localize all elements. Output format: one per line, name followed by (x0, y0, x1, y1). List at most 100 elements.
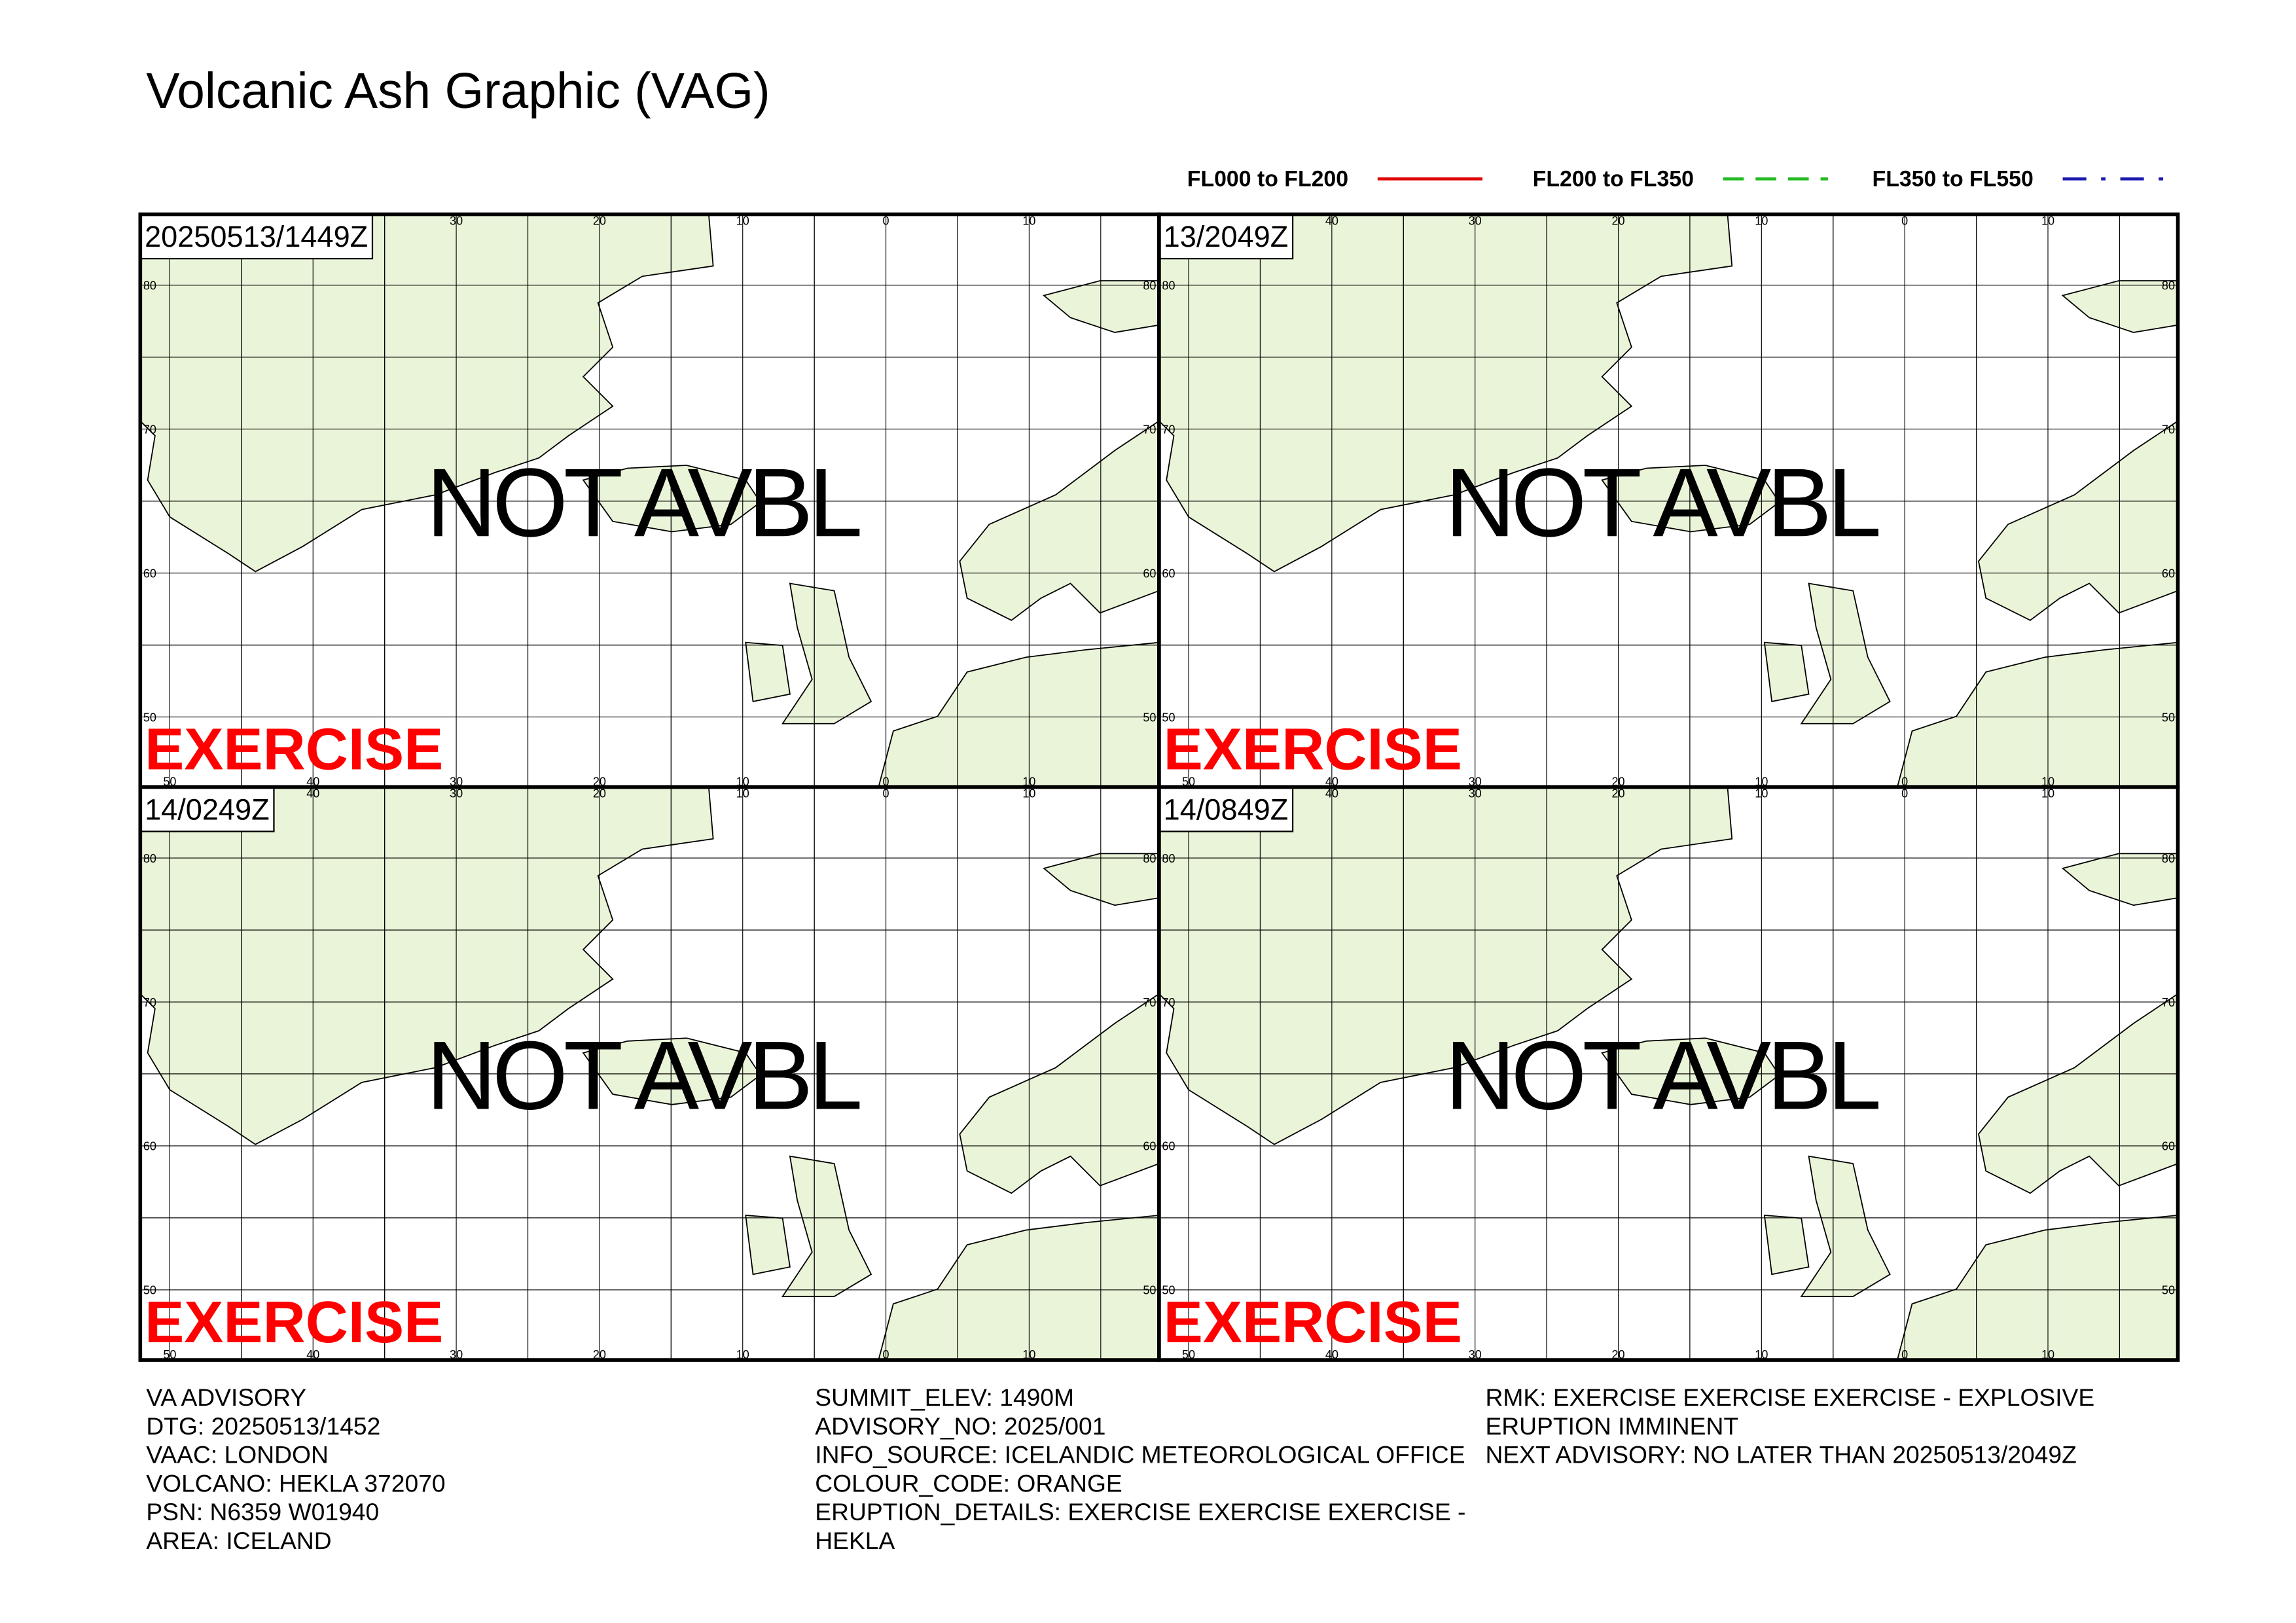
lat-label: 50 (143, 1284, 156, 1297)
lat-label: 60 (1143, 567, 1156, 580)
advisory-line: VAAC: LONDON (146, 1441, 329, 1469)
exercise-stamp: EXERCISE (145, 717, 443, 783)
lon-label: 50 (1182, 1348, 1195, 1361)
exercise-stamp: EXERCISE (145, 1289, 443, 1355)
lon-label: 30 (450, 787, 463, 800)
panel-border (1157, 785, 2180, 1362)
map-panel: 5050404030302020101000101080807070606050… (138, 212, 1161, 789)
lat-label: 70 (1143, 996, 1156, 1009)
valid-time: 14/0849Z (1164, 793, 1289, 826)
map-body (1158, 787, 2178, 1361)
lat-label: 60 (143, 1140, 156, 1153)
map-body (140, 214, 1159, 787)
lon-label: 10 (1022, 787, 1035, 800)
advisory-line: VA ADVISORY (146, 1383, 306, 1411)
map-panel: 5050404030302020101000101080807070606050… (138, 785, 1161, 1362)
lon-label: 0 (1901, 1348, 1908, 1361)
lon-label: 10 (736, 1348, 749, 1361)
lon-label: 40 (1325, 214, 1338, 227)
time-box (1158, 213, 1294, 260)
lon-label: 10 (736, 787, 749, 800)
map-panel: 5050404030302020101000101080807070606050… (1157, 212, 2180, 789)
lat-label: 80 (143, 279, 156, 293)
lon-label: 20 (1611, 214, 1624, 227)
lon-label: 50 (163, 1348, 176, 1361)
lon-label: 10 (2041, 214, 2054, 227)
lon-label: 20 (593, 214, 606, 227)
lon-label: 40 (306, 776, 319, 789)
lon-label: 10 (1022, 776, 1035, 789)
lon-label: 40 (1325, 1348, 1338, 1361)
lat-label: 70 (143, 423, 156, 436)
lon-label: 30 (1469, 1348, 1482, 1361)
lat-label: 60 (1162, 1140, 1175, 1153)
lat-label: 50 (1143, 711, 1156, 724)
advisory-line: ADVISORY_NO: 2025/001 (815, 1412, 1105, 1440)
lat-label: 80 (1143, 279, 1156, 293)
lat-label: 70 (1162, 996, 1175, 1009)
lon-label: 0 (883, 787, 889, 800)
legend-label: FL000 to FL200 (1187, 167, 1348, 192)
lon-label: 20 (1611, 787, 1624, 800)
lon-label: 30 (450, 1348, 463, 1361)
status: NOT AVBL (426, 1021, 859, 1130)
advisory-line: ERUPTION_DETAILS: EXERCISE EXERCISE EXER… (815, 1498, 1465, 1525)
lat-label: 50 (2162, 1284, 2175, 1297)
lat-label: 80 (143, 852, 156, 865)
lat-label: 70 (2162, 996, 2175, 1009)
lat-label: 50 (1143, 1284, 1156, 1297)
lat-label: 60 (143, 567, 156, 580)
exercise-stamp: EXERCISE (1164, 1289, 1462, 1355)
legend-label: FL350 to FL550 (1873, 167, 2034, 192)
lon-label: 40 (1325, 776, 1338, 789)
lon-label: 40 (306, 1348, 319, 1361)
exercise-stamp: EXERCISE (1164, 717, 1462, 783)
time-box (139, 213, 374, 260)
advisory-line: HEKLA (815, 1527, 895, 1554)
lon-label: 10 (1022, 1348, 1035, 1361)
advisory-line: ERUPTION IMMINENT (1485, 1412, 1738, 1440)
lon-label: 0 (883, 214, 889, 227)
lon-label: 20 (593, 1348, 606, 1361)
advisory-line: NEXT ADVISORY: NO LATER THAN 20250513/20… (1485, 1441, 2076, 1469)
lon-label: 10 (1022, 214, 1035, 227)
advisory-line: SUMMIT_ELEV: 1490M (815, 1383, 1074, 1411)
advisory-line: PSN: N6359 W01940 (146, 1498, 379, 1525)
lon-label: 20 (1611, 1348, 1624, 1361)
advisory-line: AREA: ICELAND (146, 1527, 331, 1554)
lon-label: 40 (306, 787, 319, 800)
lon-label: 0 (883, 1348, 889, 1361)
lat-label: 80 (1162, 852, 1175, 865)
lat-label: 70 (2162, 423, 2175, 436)
legend-label: FL200 to FL350 (1533, 167, 1694, 192)
lat-label: 60 (1162, 567, 1175, 580)
lon-label: 50 (163, 776, 176, 789)
lon-label: 50 (1182, 776, 1195, 789)
advisory-line: INFO_SOURCE: ICELANDIC METEOROLOGICAL OF… (815, 1441, 1465, 1469)
lon-label: 20 (1611, 776, 1624, 789)
valid-time: 20250513/1449Z (145, 220, 368, 253)
lon-label: 30 (450, 776, 463, 789)
lat-label: 50 (1162, 1284, 1175, 1297)
lat-label: 70 (1143, 423, 1156, 436)
map-body (1158, 214, 2178, 787)
lon-label: 0 (883, 776, 889, 789)
lon-label: 0 (1901, 776, 1908, 789)
lon-label: 10 (2041, 787, 2054, 800)
time-box (1158, 786, 1294, 832)
lat-label: 70 (1162, 423, 1175, 436)
lon-label: 10 (736, 776, 749, 789)
lat-label: 60 (2162, 1140, 2175, 1153)
lon-label: 10 (1755, 776, 1768, 789)
title: Volcanic Ash Graphic (VAG) (146, 63, 770, 119)
lat-label: 60 (2162, 567, 2175, 580)
advisory-line: DTG: 20250513/1452 (146, 1412, 380, 1440)
lat-label: 80 (1162, 279, 1175, 293)
lat-label: 50 (143, 711, 156, 724)
status: NOT AVBL (426, 448, 859, 557)
lon-label: 40 (1325, 787, 1338, 800)
lon-label: 30 (1469, 776, 1482, 789)
advisory-line: RMK: EXERCISE EXERCISE EXERCISE - EXPLOS… (1485, 1383, 2094, 1411)
lon-label: 10 (1755, 1348, 1768, 1361)
